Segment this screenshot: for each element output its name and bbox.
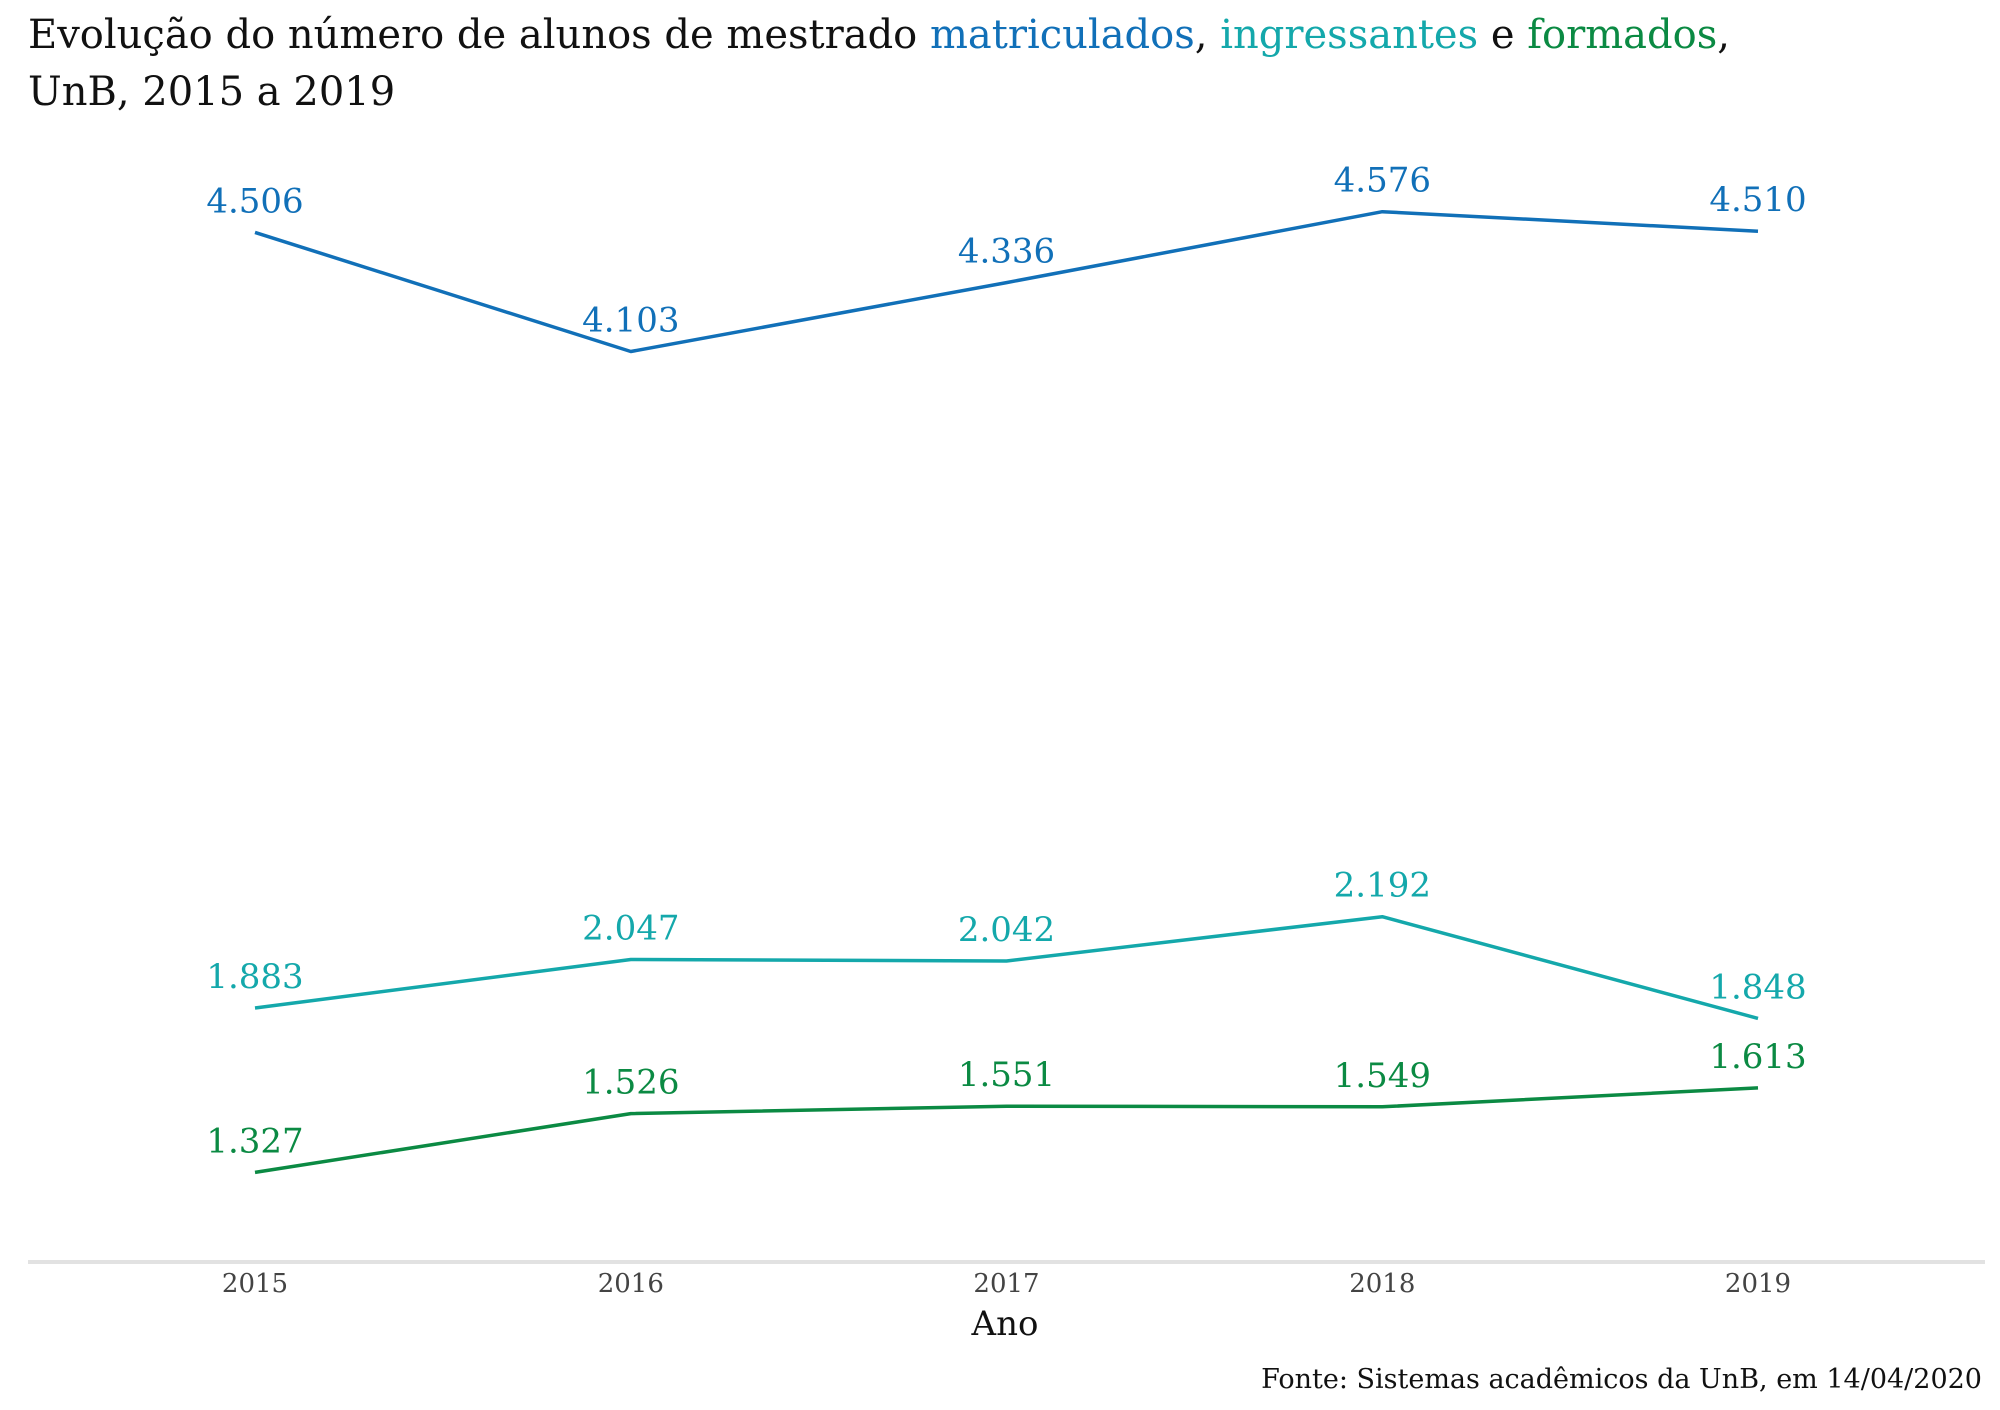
data-label-ingressantes-2018: 2.192 — [1334, 866, 1431, 906]
data-label-formados-2016: 1.526 — [582, 1063, 679, 1103]
data-label-ingressantes-2016: 2.047 — [582, 909, 679, 949]
title-segment-3: ingressantes — [1220, 12, 1478, 58]
x-tick-label-2018: 2018 — [1349, 1269, 1415, 1299]
series-line-ingressantes — [254, 914, 1759, 1021]
data-label-formados-2015: 1.327 — [206, 1121, 303, 1161]
title-segment-4: e — [1478, 12, 1527, 58]
x-tick-label-2015: 2015 — [222, 1269, 288, 1299]
data-label-formados-2017: 1.551 — [958, 1055, 1055, 1095]
source-caption: Fonte: Sistemas acadêmicos da UnB, em 14… — [1261, 1364, 1982, 1395]
data-label-matriculados-2016: 4.103 — [582, 301, 679, 341]
title-segment-6: , — [1717, 12, 1730, 58]
series-line-formados — [254, 1086, 1759, 1175]
title-segment-5: formados — [1527, 12, 1717, 58]
data-label-ingressantes-2017: 2.042 — [958, 910, 1055, 950]
title-segment-0: Evolução do número de alunos de mestrado — [28, 12, 930, 58]
data-label-matriculados-2018: 4.576 — [1334, 161, 1431, 201]
data-label-formados-2019: 1.613 — [1709, 1037, 1806, 1077]
series-layer: 4.506 4.103 4.336 4.576 4.510 1.883 2.047 2.042… — [206, 161, 1807, 1175]
data-label-matriculados-2017: 4.336 — [958, 232, 1055, 272]
title-segment-2: , — [1195, 12, 1220, 58]
data-label-matriculados-2019: 4.510 — [1709, 180, 1806, 220]
data-label-ingressantes-2019: 1.848 — [1709, 967, 1806, 1007]
x-axis-title: Ano — [971, 1304, 1039, 1344]
title-segment-1: matriculados — [930, 12, 1195, 58]
series-line-matriculados — [254, 209, 1759, 354]
data-label-formados-2018: 1.549 — [1334, 1056, 1431, 1096]
x-axis-ticks: 2015 2016 2017 2018 2019 — [222, 1269, 1791, 1299]
x-tick-label-2017: 2017 — [973, 1269, 1039, 1299]
x-tick-label-2019: 2019 — [1725, 1269, 1791, 1299]
data-label-ingressantes-2015: 1.883 — [206, 957, 303, 997]
chart-title: Evolução do número de alunos de mestrado… — [28, 12, 1730, 58]
chart-subtitle: UnB, 2015 a 2019 — [28, 69, 395, 115]
data-label-matriculados-2015: 4.506 — [206, 181, 303, 221]
x-tick-label-2016: 2016 — [598, 1269, 664, 1299]
